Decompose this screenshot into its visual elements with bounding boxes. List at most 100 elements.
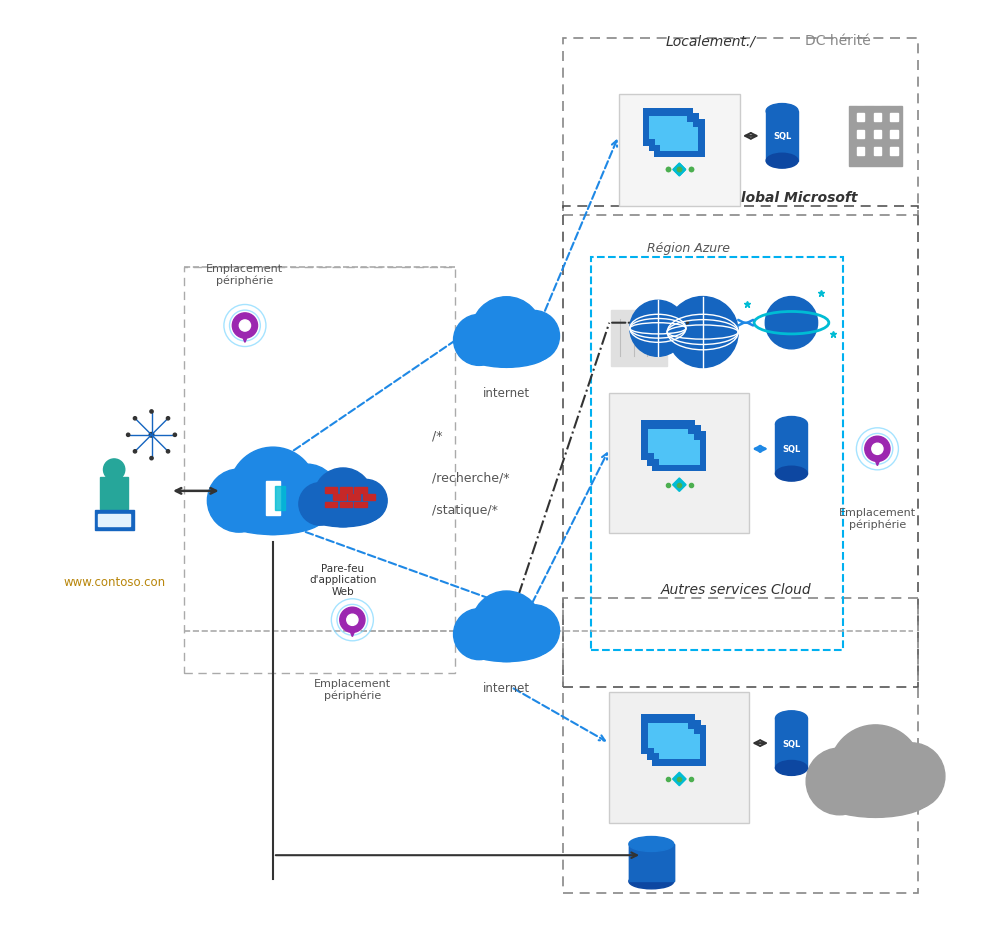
Bar (849, 107, 901, 167)
Bar (649, 117, 688, 140)
Text: DC hérité: DC hérité (806, 34, 871, 48)
Circle shape (166, 450, 169, 453)
Bar (340, 488, 353, 493)
Bar (643, 109, 693, 147)
Circle shape (806, 748, 873, 815)
Bar (641, 714, 695, 754)
Polygon shape (238, 326, 252, 343)
Polygon shape (673, 478, 687, 492)
Circle shape (103, 460, 125, 481)
Bar (874, 114, 882, 122)
Bar (362, 495, 375, 501)
Ellipse shape (766, 154, 798, 169)
Bar (659, 735, 699, 759)
Text: /*: /* (431, 429, 442, 442)
Bar (874, 148, 882, 155)
Circle shape (150, 410, 153, 414)
Circle shape (508, 605, 559, 656)
Circle shape (133, 417, 137, 420)
Bar (874, 131, 882, 139)
Circle shape (340, 607, 365, 633)
Ellipse shape (766, 105, 798, 119)
Bar (775, 719, 808, 768)
Ellipse shape (819, 777, 932, 817)
Circle shape (239, 320, 250, 331)
Bar (890, 148, 898, 155)
Circle shape (150, 457, 153, 461)
Ellipse shape (775, 467, 808, 482)
Bar (857, 148, 864, 155)
Bar (647, 426, 700, 466)
Ellipse shape (463, 631, 550, 662)
Ellipse shape (307, 501, 379, 527)
Circle shape (667, 298, 738, 368)
Bar (660, 128, 698, 152)
Bar (99, 477, 128, 509)
Bar (649, 117, 688, 140)
Text: Autres services Cloud: Autres services Cloud (661, 583, 812, 597)
Bar (652, 725, 706, 766)
Bar (95, 511, 134, 531)
Circle shape (230, 447, 317, 535)
Text: /recherche/*: /recherche/* (431, 471, 509, 484)
Circle shape (173, 433, 176, 437)
Text: Emplacement
périphérie: Emplacement périphérie (839, 507, 916, 530)
Text: Réseau global Microsoft: Réseau global Microsoft (670, 190, 858, 205)
Bar (648, 430, 689, 454)
Bar (659, 440, 699, 465)
Text: internet: internet (483, 387, 530, 400)
Bar (648, 114, 699, 153)
Circle shape (347, 615, 358, 625)
Bar (647, 720, 700, 760)
Bar (654, 729, 693, 753)
Circle shape (166, 417, 169, 420)
Bar (766, 112, 798, 162)
Bar (348, 495, 361, 501)
FancyBboxPatch shape (611, 311, 667, 366)
FancyBboxPatch shape (619, 95, 740, 207)
Polygon shape (673, 164, 686, 177)
Bar (333, 495, 346, 501)
Circle shape (865, 437, 890, 462)
Text: Région Azure: Région Azure (646, 242, 730, 256)
Circle shape (829, 725, 922, 817)
Bar (890, 97, 898, 105)
Bar (266, 482, 281, 516)
Circle shape (629, 301, 686, 357)
Ellipse shape (628, 837, 674, 852)
Bar (340, 502, 353, 507)
Bar (325, 488, 338, 493)
Circle shape (133, 450, 137, 453)
Circle shape (878, 743, 945, 810)
Circle shape (313, 468, 372, 527)
Bar (857, 97, 864, 105)
Bar (643, 109, 693, 147)
Ellipse shape (775, 711, 808, 726)
Circle shape (471, 592, 542, 662)
Bar (276, 487, 285, 511)
Text: Emplacement
périphérie: Emplacement périphérie (207, 264, 284, 286)
Circle shape (471, 298, 542, 368)
Text: Emplacement
périphérie: Emplacement périphérie (314, 678, 391, 700)
Ellipse shape (775, 761, 808, 776)
Polygon shape (871, 449, 885, 466)
Bar (641, 420, 695, 461)
Text: SQL: SQL (782, 445, 801, 454)
Bar (648, 114, 699, 153)
Text: internet: internet (483, 680, 530, 694)
Bar (654, 120, 704, 157)
Bar (890, 131, 898, 139)
Text: Localement./: Localement./ (665, 34, 755, 48)
Polygon shape (673, 164, 686, 177)
Bar (325, 502, 338, 507)
Ellipse shape (775, 417, 808, 431)
Ellipse shape (628, 874, 674, 889)
Circle shape (149, 433, 154, 438)
Bar (857, 131, 864, 139)
Bar (98, 515, 130, 527)
Bar (628, 844, 674, 882)
Bar (775, 425, 808, 475)
Circle shape (453, 315, 504, 366)
Circle shape (208, 470, 271, 533)
Text: SQL: SQL (773, 132, 791, 141)
